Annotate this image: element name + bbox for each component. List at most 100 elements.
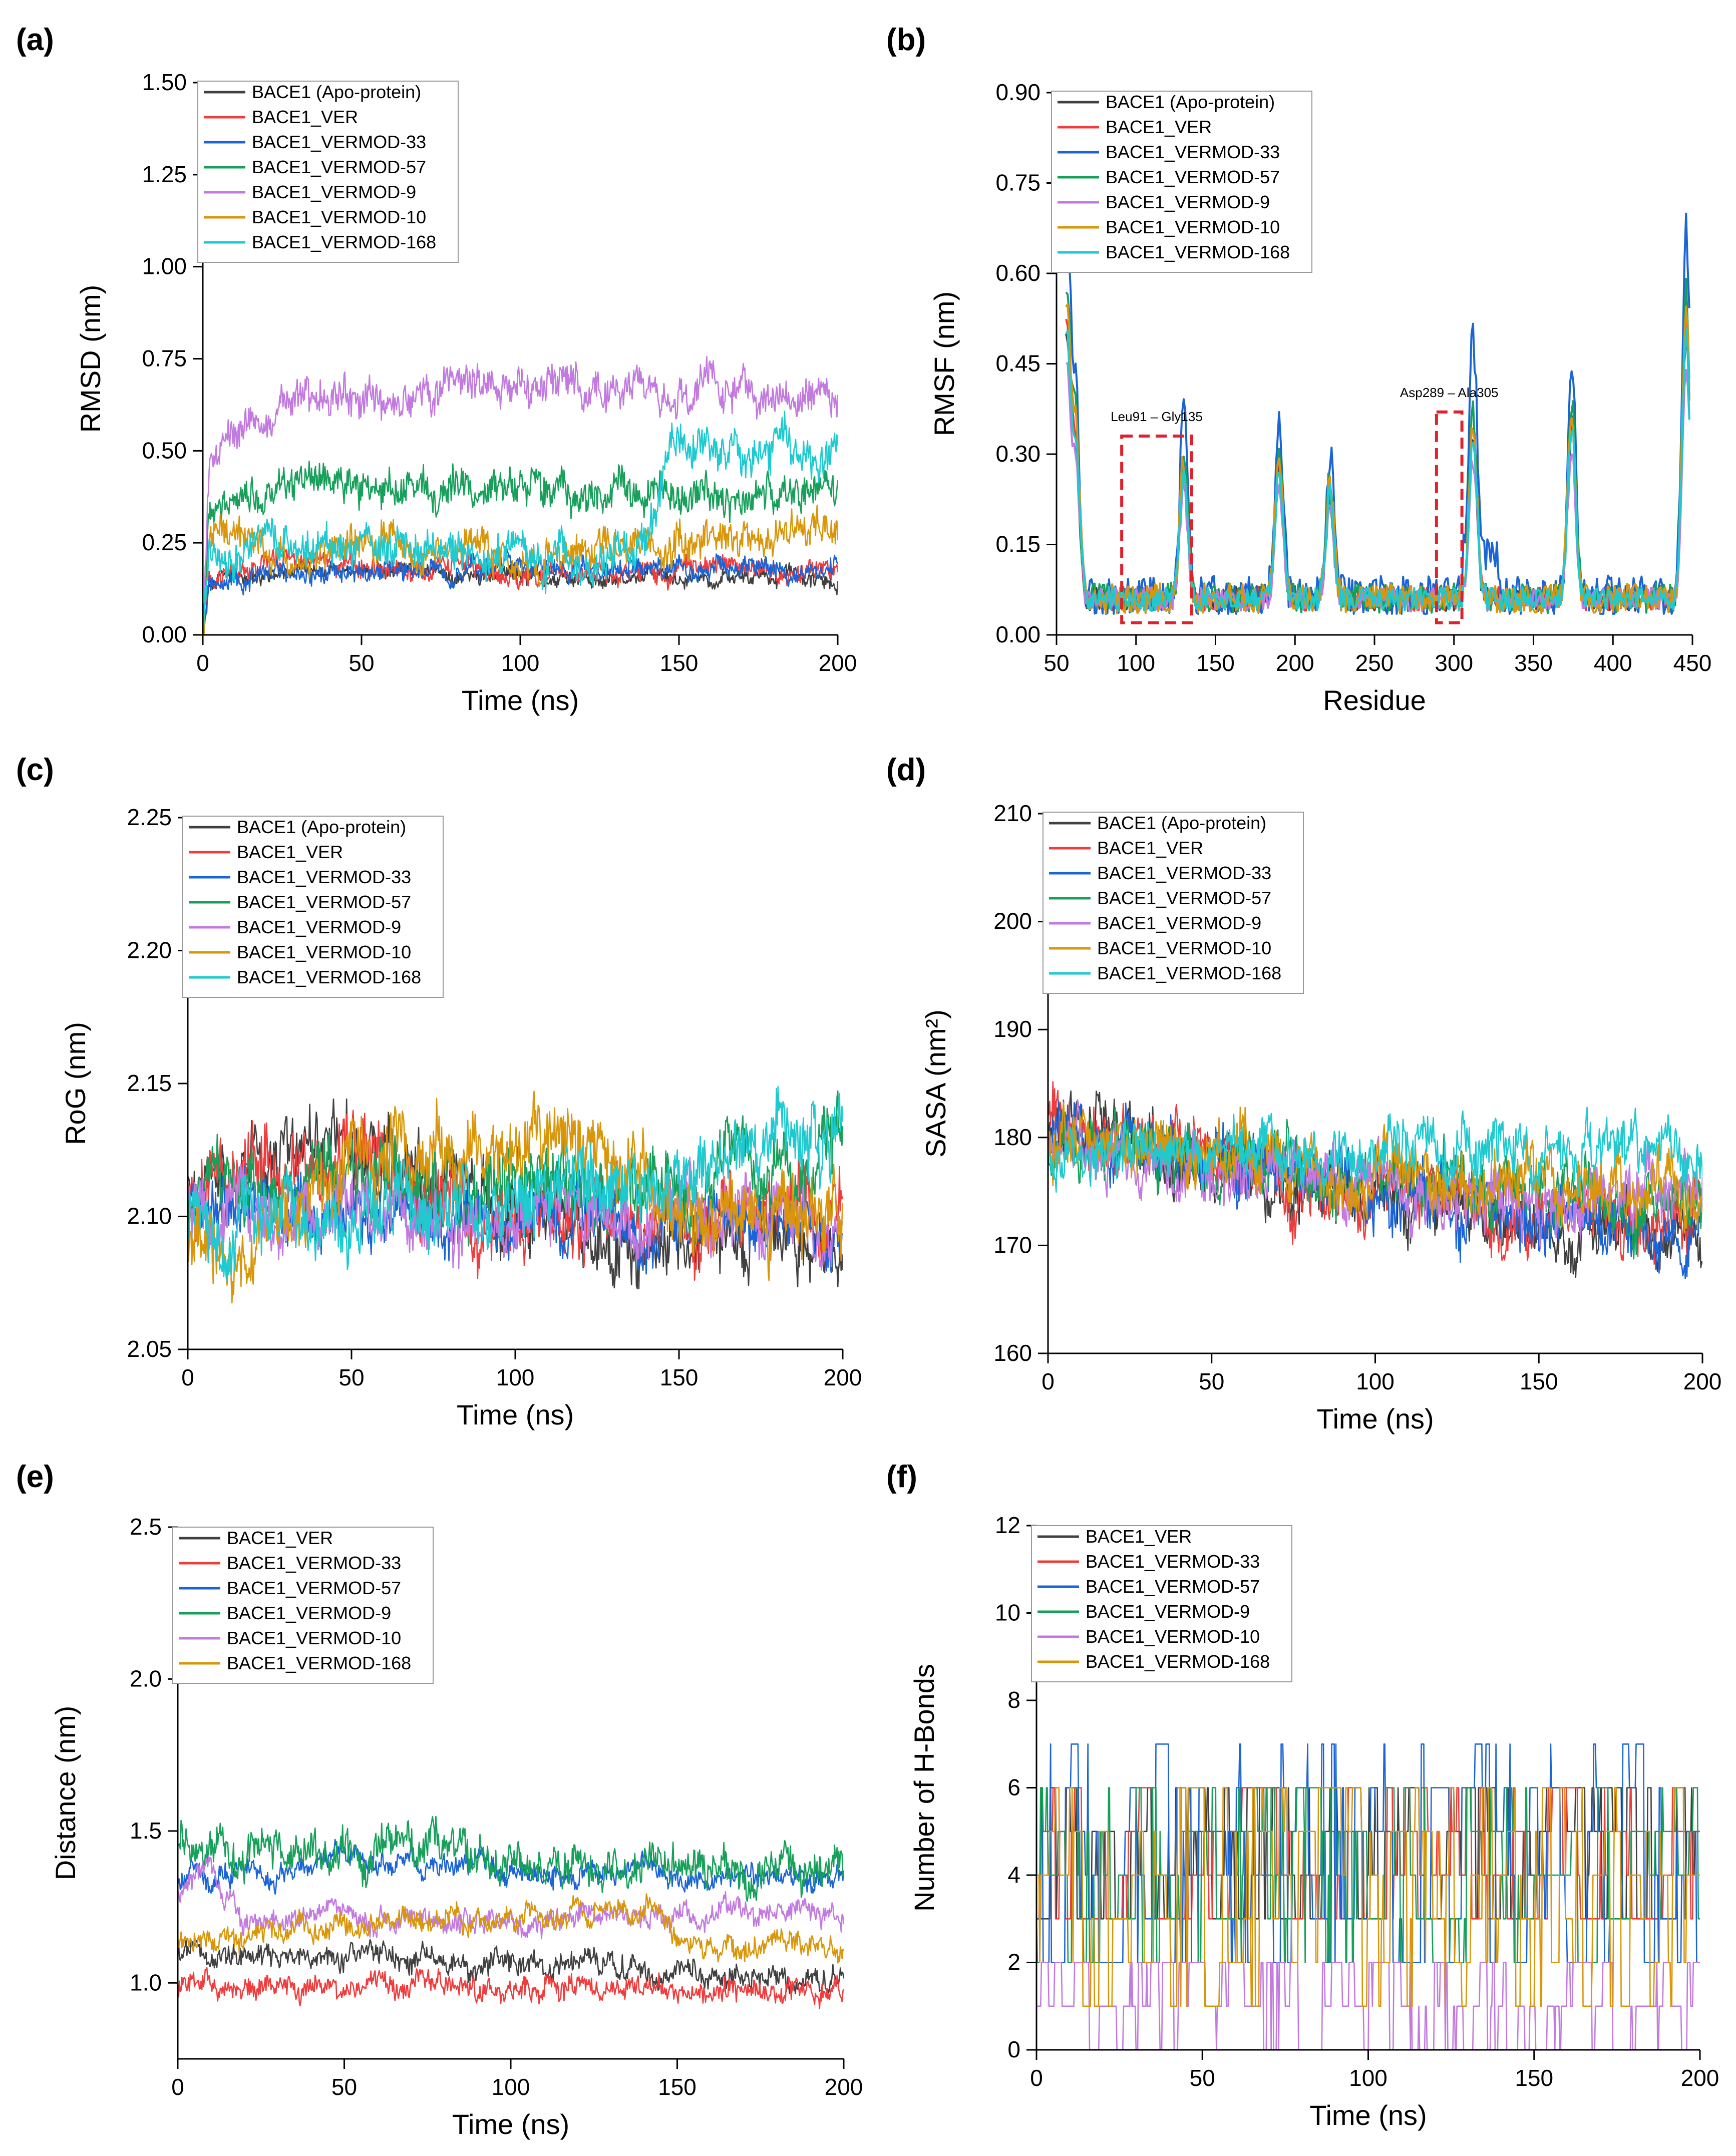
series-line-bace1-vermod-57 bbox=[178, 1839, 844, 1895]
y-tick-label: 1.5 bbox=[130, 1818, 162, 1844]
x-tick-label: 0 bbox=[171, 2074, 184, 2100]
legend-entry: BACE1_VERMOD-168 bbox=[1106, 242, 1290, 262]
legend-entry: BACE1_VERMOD-57 bbox=[227, 1578, 401, 1598]
series-line-bace1-ver bbox=[1065, 318, 1690, 612]
y-tick-label: 10 bbox=[995, 1600, 1020, 1626]
y-axis-title: Distance (nm) bbox=[50, 1706, 81, 1881]
legend-entry: BACE1_VERMOD-9 bbox=[237, 917, 401, 937]
panel-a: (a) 0 50 100 150 200 0.00 0.25 0.50 0.75 1.00 1.25 1… bbox=[16, 23, 857, 716]
y-tick-label: 1.0 bbox=[130, 1969, 162, 1995]
legend: BACE1 (Apo-protein) BACE1_VER BACE1_VERMOD… bbox=[182, 816, 444, 998]
legend-entry: BACE1_VERMOD-168 bbox=[252, 232, 436, 252]
legend-entry: BACE1_VERMOD-33 bbox=[1097, 863, 1271, 883]
series-line-bace1-vermod-168 bbox=[178, 1893, 844, 1964]
legend-entry: BACE1_VERMOD-33 bbox=[227, 1553, 401, 1573]
panel-label: (f) bbox=[886, 1460, 917, 1494]
x-tick-label: 200 bbox=[1681, 2065, 1719, 2091]
x-tick-label: 200 bbox=[824, 1364, 862, 1390]
legend-entry: BACE1_VERMOD-57 bbox=[1086, 1576, 1260, 1597]
legend-frame bbox=[1031, 1525, 1292, 1682]
x-tick-label: 100 bbox=[1356, 1368, 1395, 1394]
legend: BACE1_VER BACE1_VERMOD-33 BACE1_VERMOD-57 B… bbox=[172, 1527, 434, 1684]
x-tick-label: 300 bbox=[1435, 650, 1473, 676]
series-line-bace1-apo-protein- bbox=[1065, 333, 1690, 612]
y-tick-label: 170 bbox=[993, 1232, 1032, 1258]
legend-entry: BACE1_VERMOD-33 bbox=[252, 132, 426, 152]
series-line-bace1-vermod-57 bbox=[203, 460, 838, 635]
y-axis-title: RMSF (nm) bbox=[928, 291, 960, 436]
x-tick-label: 50 bbox=[349, 650, 374, 676]
legend-entry: BACE1_VERMOD-57 bbox=[1106, 167, 1280, 187]
legend-entry: BACE1_VERMOD-9 bbox=[1097, 913, 1261, 933]
y-tick-label: 0.75 bbox=[995, 170, 1040, 196]
highlight-region-box bbox=[1120, 434, 1193, 624]
y-tick-label: 8 bbox=[1007, 1687, 1020, 1713]
x-tick-label: 50 bbox=[1199, 1368, 1224, 1394]
y-tick-label: 190 bbox=[993, 1016, 1032, 1042]
x-tick-label: 50 bbox=[331, 2074, 357, 2100]
legend-entry: BACE1_VERMOD-57 bbox=[1097, 888, 1271, 908]
series-line-bace1-vermod-10 bbox=[1065, 303, 1690, 615]
x-tick-label: 100 bbox=[496, 1364, 535, 1390]
series-line-bace1-vermod-33 bbox=[1048, 1099, 1702, 1280]
x-axis-title: Time (ns) bbox=[1316, 1403, 1434, 1434]
series-line-bace1-vermod-33 bbox=[178, 1967, 844, 2009]
y-tick-label: 2.0 bbox=[130, 1665, 162, 1691]
plot-area bbox=[1048, 1081, 1702, 1280]
y-tick-label: 6 bbox=[1007, 1774, 1020, 1801]
y-tick-label: 2.05 bbox=[127, 1336, 172, 1362]
panel-d: (d) 0 50 100 150 200 160 170 180 190 200 210 Time (n… bbox=[886, 753, 1721, 1434]
y-tick-label: 1.50 bbox=[142, 69, 187, 95]
x-tick-label: 150 bbox=[658, 2074, 697, 2100]
y-tick-label: 0.90 bbox=[995, 79, 1040, 105]
x-tick-label: 50 bbox=[1044, 650, 1069, 676]
y-tick-label: 1.00 bbox=[142, 253, 187, 279]
x-tick-label: 150 bbox=[660, 650, 699, 676]
legend-entry: BACE1_VERMOD-33 bbox=[1086, 1551, 1260, 1572]
legend-frame bbox=[1043, 812, 1304, 994]
legend-entry: BACE1_VERMOD-9 bbox=[1086, 1601, 1250, 1622]
x-tick-label: 400 bbox=[1594, 650, 1632, 676]
y-tick-label: 0.25 bbox=[142, 529, 187, 555]
y-tick-label: 0.60 bbox=[995, 260, 1040, 286]
x-tick-label: 150 bbox=[1515, 2065, 1553, 2091]
legend-entry: BACE1_VERMOD-168 bbox=[237, 967, 421, 987]
y-tick-label: 0.50 bbox=[142, 437, 187, 463]
y-axis-title: RoG (nm) bbox=[60, 1022, 91, 1145]
plot-area bbox=[1036, 1743, 1700, 2050]
series-line-bace1-ver bbox=[1036, 1787, 1700, 1920]
panel-label: (e) bbox=[16, 1460, 54, 1494]
y-axis-title: Number of H-Bonds bbox=[908, 1664, 940, 1912]
plot-area bbox=[203, 355, 838, 635]
legend-frame bbox=[1051, 91, 1312, 273]
highlight-region-box bbox=[1435, 410, 1464, 624]
y-tick-label: 0.00 bbox=[142, 621, 187, 647]
series-line-bace1-vermod-57 bbox=[1065, 277, 1690, 614]
series-line-bace1-vermod-9 bbox=[1066, 362, 1690, 613]
legend-entry: BACE1 (Apo-protein) bbox=[237, 817, 406, 837]
legend-entry: BACE1 (Apo-protein) bbox=[1097, 813, 1266, 833]
legend: BACE1 (Apo-protein) BACE1_VER BACE1_VERMOD… bbox=[1043, 812, 1304, 994]
legend-entry: BACE1_VERMOD-10 bbox=[237, 942, 411, 962]
legend-entry: BACE1_VERMOD-9 bbox=[1106, 192, 1270, 212]
y-tick-label: 1.25 bbox=[142, 161, 187, 187]
series-line-bace1-vermod-9 bbox=[178, 1816, 844, 1902]
legend-entry: BACE1 (Apo-protein) bbox=[252, 82, 421, 102]
panel-b: (b) Leu91 – Gly135 Asp289 – Ala305 50 100 150… bbox=[886, 23, 1711, 716]
panel-f: (f) 0 50 100 150 200 0 2 4 6 8 10 12 Time (ns) Number … bbox=[886, 1460, 1719, 2131]
legend-entry: BACE1_VERMOD-57 bbox=[252, 157, 426, 177]
y-tick-label: 0.75 bbox=[142, 345, 187, 372]
y-tick-label: 0.45 bbox=[995, 350, 1040, 377]
y-tick-label: 180 bbox=[993, 1124, 1032, 1150]
y-tick-label: 2 bbox=[1007, 1949, 1020, 1975]
legend-entry: BACE1_VERMOD-9 bbox=[227, 1603, 391, 1623]
x-tick-label: 100 bbox=[1117, 650, 1155, 676]
y-tick-label: 2.15 bbox=[127, 1070, 172, 1096]
x-tick-label: 200 bbox=[1683, 1368, 1722, 1394]
legend-entry: BACE1_VERMOD-168 bbox=[1097, 963, 1281, 983]
legend-entry: BACE1_VERMOD-57 bbox=[237, 892, 411, 912]
y-tick-label: 160 bbox=[993, 1340, 1032, 1366]
x-tick-label: 200 bbox=[819, 650, 857, 676]
x-axis-title: Residue bbox=[1323, 684, 1426, 716]
